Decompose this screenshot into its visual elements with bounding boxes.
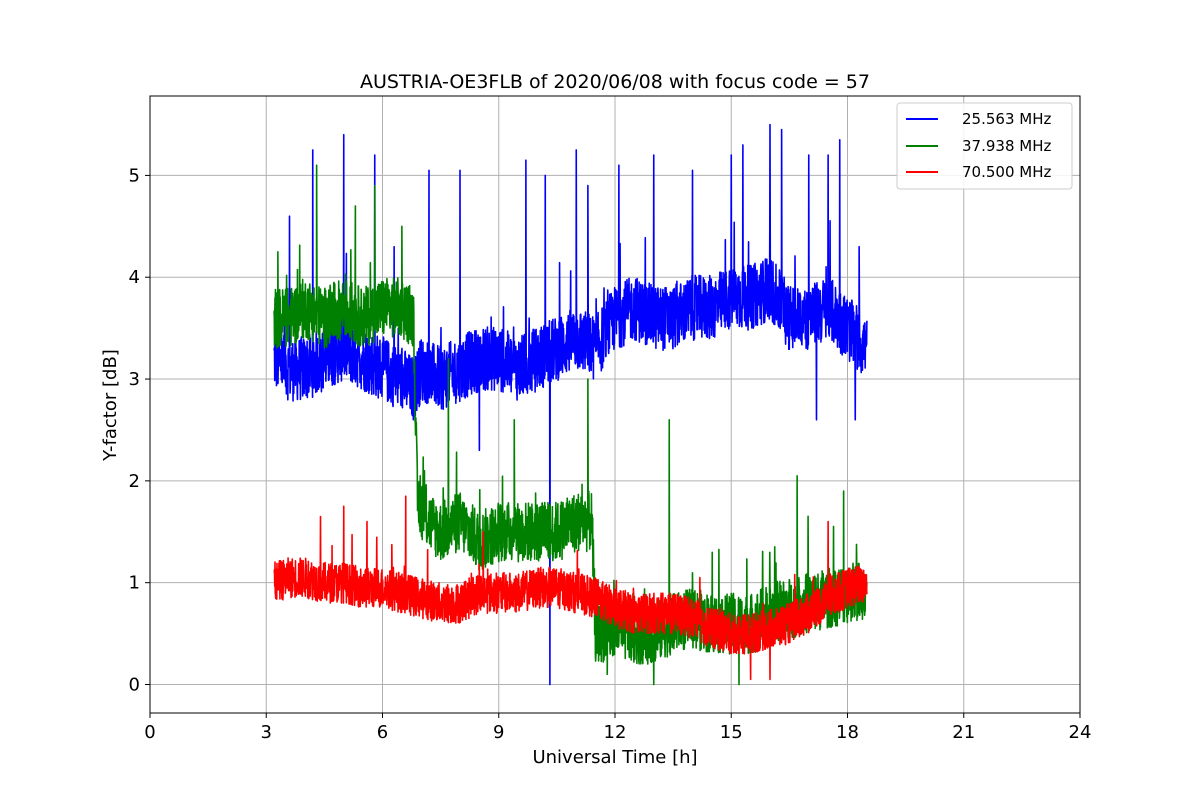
x-tick-label: 9 [493, 722, 504, 743]
x-tick-label: 18 [836, 722, 859, 743]
y-tick-label: 1 [129, 573, 140, 594]
legend-box [896, 102, 1073, 190]
y-tick-label: 0 [129, 674, 140, 695]
x-axis-label: Universal Time [h] [532, 747, 697, 768]
x-tick-label: 3 [261, 722, 272, 743]
y-tick-label: 3 [129, 369, 140, 390]
legend-label-70mhz: 70.500 MHz [962, 163, 1051, 181]
legend-label-25mhz: 25.563 MHz [962, 110, 1051, 128]
x-axis: 0 3 6 9 12 15 18 21 24 [144, 713, 1091, 743]
legend-label-37mhz: 37.938 MHz [962, 137, 1051, 155]
series-layer [273, 123, 868, 686]
legend: 25.563 MHz 37.938 MHz 70.500 MHz [896, 102, 1073, 190]
y-tick-label: 5 [129, 165, 140, 186]
y-tick-label: 2 [129, 471, 140, 492]
x-tick-label: 24 [1069, 722, 1092, 743]
y-tick-label: 4 [129, 267, 140, 288]
x-tick-label: 12 [604, 722, 627, 743]
x-tick-label: 15 [720, 722, 743, 743]
series-line-25-563-mhz [273, 123, 868, 686]
y-axis: 0 1 2 3 4 5 [129, 165, 150, 695]
x-tick-label: 0 [144, 722, 155, 743]
x-tick-label: 6 [377, 722, 388, 743]
x-tick-label: 21 [952, 722, 975, 743]
series-line-70-500-mhz [273, 495, 868, 681]
y-axis-label: Y-factor [dB] [100, 349, 121, 462]
chart-title: AUSTRIA-OE3FLB of 2020/06/08 with focus … [360, 71, 870, 93]
